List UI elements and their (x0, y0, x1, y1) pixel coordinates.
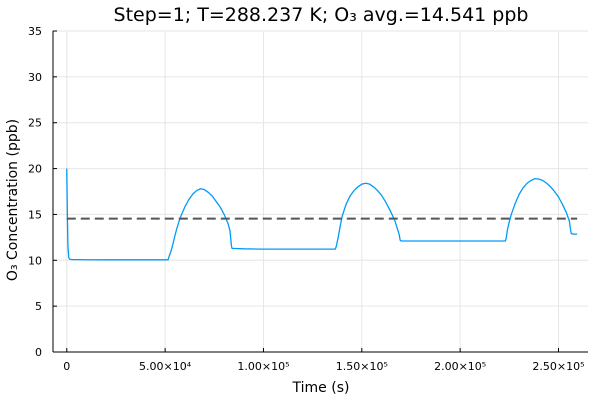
x-axis-title: Time (s) (292, 380, 350, 396)
y-tick-label: 0 (35, 346, 42, 359)
plot-area (66, 168, 578, 261)
y-tick-label: 20 (28, 163, 42, 176)
x-tick-label: 2.50×10⁵ (532, 360, 584, 373)
x-tick-label: 1.00×10⁵ (237, 360, 289, 373)
series-line (66, 168, 578, 261)
x-tick-label: 5.00×10⁴ (139, 360, 192, 373)
y-tick-label: 10 (28, 254, 42, 267)
y-tick-label: 5 (35, 300, 42, 313)
axes: 0 5.00×10⁴ 1.00×10⁵ 1.50×10⁵ 2.00×10⁵ 2.50×10… (28, 25, 588, 373)
y-axis-title: O₃ Concentration (ppb) (5, 119, 21, 281)
y-tick-label: 35 (28, 25, 42, 38)
x-tick-label: 2.00×10⁵ (434, 360, 486, 373)
x-tick-label: 1.50×10⁵ (336, 360, 388, 373)
y-tick-label: 15 (28, 208, 42, 221)
x-tick-label: 0 (63, 360, 70, 373)
chart-title: Step=1; T=288.237 K; O₃ avg.=14.541 ppb (114, 4, 529, 26)
gridlines (53, 30, 588, 353)
y-tick-label: 30 (28, 71, 42, 84)
y-tick-label: 25 (28, 117, 42, 130)
